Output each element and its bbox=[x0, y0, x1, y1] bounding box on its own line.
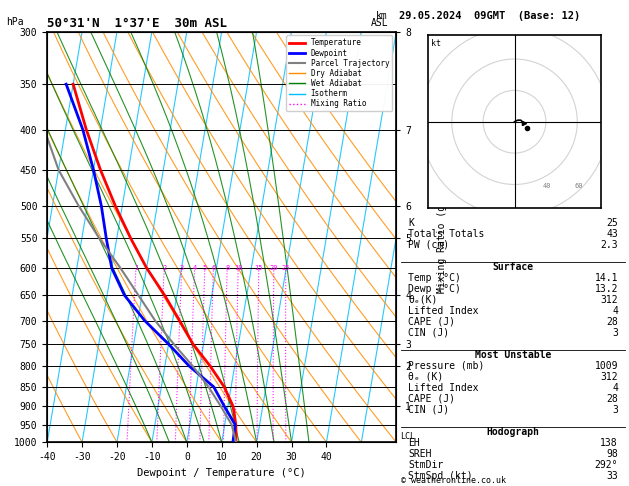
Text: Mixing Ratio (g/kg): Mixing Ratio (g/kg) bbox=[437, 181, 447, 293]
Text: PW (cm): PW (cm) bbox=[408, 240, 449, 250]
Text: 10: 10 bbox=[234, 265, 242, 271]
Text: 312: 312 bbox=[600, 295, 618, 305]
Text: hPa: hPa bbox=[6, 17, 24, 27]
Text: 4: 4 bbox=[612, 306, 618, 316]
Text: CIN (J): CIN (J) bbox=[408, 405, 449, 415]
Text: 3: 3 bbox=[612, 405, 618, 415]
Text: 13.2: 13.2 bbox=[594, 284, 618, 294]
Text: θₑ (K): θₑ (K) bbox=[408, 372, 443, 382]
Text: km: km bbox=[376, 11, 388, 21]
Text: Most Unstable: Most Unstable bbox=[475, 350, 551, 360]
Text: SREH: SREH bbox=[408, 449, 431, 459]
Text: 3: 3 bbox=[612, 328, 618, 338]
Text: CIN (J): CIN (J) bbox=[408, 328, 449, 338]
Text: Lifted Index: Lifted Index bbox=[408, 383, 479, 393]
Text: 1: 1 bbox=[134, 265, 138, 271]
Text: 28: 28 bbox=[606, 394, 618, 404]
Text: 60: 60 bbox=[574, 183, 582, 189]
Text: 25: 25 bbox=[282, 265, 290, 271]
Text: kt: kt bbox=[431, 39, 442, 49]
Text: 33: 33 bbox=[606, 471, 618, 481]
Text: Pressure (mb): Pressure (mb) bbox=[408, 361, 484, 371]
Text: 14.1: 14.1 bbox=[594, 273, 618, 283]
Text: 28: 28 bbox=[606, 317, 618, 327]
Text: 8: 8 bbox=[225, 265, 230, 271]
Text: CAPE (J): CAPE (J) bbox=[408, 394, 455, 404]
Text: K: K bbox=[408, 218, 414, 228]
Text: StmSpd (kt): StmSpd (kt) bbox=[408, 471, 472, 481]
Text: StmDir: StmDir bbox=[408, 460, 443, 470]
Text: © weatheronline.co.uk: © weatheronline.co.uk bbox=[401, 475, 506, 485]
Text: 4: 4 bbox=[612, 383, 618, 393]
Text: EH: EH bbox=[408, 438, 420, 448]
Text: CAPE (J): CAPE (J) bbox=[408, 317, 455, 327]
Text: 25: 25 bbox=[606, 218, 618, 228]
Text: θₑ(K): θₑ(K) bbox=[408, 295, 437, 305]
Text: 4: 4 bbox=[192, 265, 197, 271]
Text: 50°31'N  1°37'E  30m ASL: 50°31'N 1°37'E 30m ASL bbox=[47, 17, 227, 30]
X-axis label: Dewpoint / Temperature (°C): Dewpoint / Temperature (°C) bbox=[137, 468, 306, 478]
Text: LCL: LCL bbox=[400, 433, 415, 441]
Legend: Temperature, Dewpoint, Parcel Trajectory, Dry Adiabat, Wet Adiabat, Isotherm, Mi: Temperature, Dewpoint, Parcel Trajectory… bbox=[286, 35, 392, 111]
Text: 15: 15 bbox=[255, 265, 263, 271]
Text: Totals Totals: Totals Totals bbox=[408, 229, 484, 239]
Text: Lifted Index: Lifted Index bbox=[408, 306, 479, 316]
Text: 98: 98 bbox=[606, 449, 618, 459]
Text: 1009: 1009 bbox=[594, 361, 618, 371]
Text: 2.3: 2.3 bbox=[600, 240, 618, 250]
Text: 2: 2 bbox=[162, 265, 166, 271]
Text: Temp (°C): Temp (°C) bbox=[408, 273, 461, 283]
Text: 20: 20 bbox=[270, 265, 278, 271]
Text: 312: 312 bbox=[600, 372, 618, 382]
Text: ASL: ASL bbox=[370, 18, 388, 29]
Text: 43: 43 bbox=[606, 229, 618, 239]
Text: 138: 138 bbox=[600, 438, 618, 448]
Text: 292°: 292° bbox=[594, 460, 618, 470]
Text: 29.05.2024  09GMT  (Base: 12): 29.05.2024 09GMT (Base: 12) bbox=[399, 11, 580, 21]
Text: Surface: Surface bbox=[493, 262, 533, 272]
Text: 5: 5 bbox=[203, 265, 207, 271]
Text: Hodograph: Hodograph bbox=[486, 427, 540, 437]
Text: 6: 6 bbox=[211, 265, 216, 271]
Text: 40: 40 bbox=[543, 183, 551, 189]
Text: 3: 3 bbox=[180, 265, 184, 271]
Text: Dewp (°C): Dewp (°C) bbox=[408, 284, 461, 294]
